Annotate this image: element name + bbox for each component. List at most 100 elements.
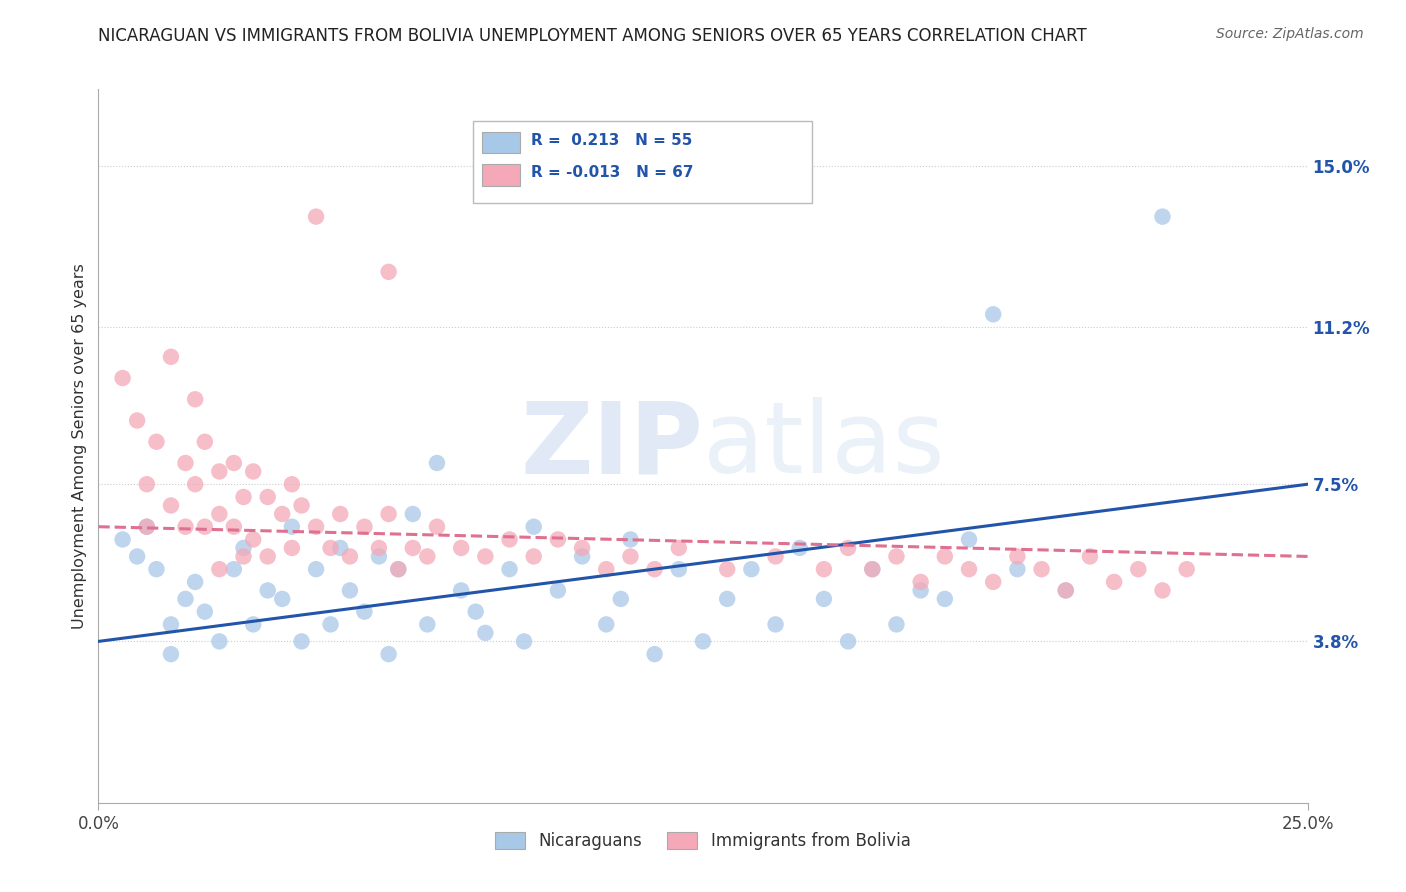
Point (644, 647, 666, 661)
Point (111, 371, 134, 385)
Legend: Nicaraguans, Immigrants from Bolivia: Nicaraguans, Immigrants from Bolivia (486, 824, 920, 859)
Point (127, 413, 149, 427)
Point (377, 647, 399, 661)
Point (740, 562, 762, 576)
Point (305, 210, 328, 224)
Point (256, 549, 278, 564)
Point (886, 549, 908, 564)
Point (813, 562, 835, 576)
Point (339, 549, 361, 564)
Y-axis label: Unemployment Among Seniors over 65 years: Unemployment Among Seniors over 65 years (72, 263, 87, 629)
Point (571, 549, 593, 564)
Point (174, 456, 197, 470)
Point (208, 507, 231, 521)
Point (145, 434, 167, 449)
Point (981, 574, 1004, 589)
Point (450, 541, 472, 555)
Point (547, 533, 569, 547)
Point (208, 465, 231, 479)
Point (127, 549, 149, 564)
Point (184, 574, 207, 589)
Point (668, 562, 690, 576)
Point (957, 533, 980, 547)
Point (1054, 583, 1077, 598)
Point (644, 562, 666, 576)
Point (416, 617, 439, 632)
Point (329, 541, 352, 555)
Point (242, 617, 264, 632)
Point (402, 541, 425, 555)
Point (523, 549, 546, 564)
Point (232, 541, 254, 555)
Text: Source: ZipAtlas.com: Source: ZipAtlas.com (1216, 27, 1364, 41)
Point (610, 591, 633, 606)
Point (160, 350, 183, 364)
Point (474, 626, 496, 640)
Point (256, 490, 278, 504)
Point (194, 605, 217, 619)
Point (498, 562, 520, 576)
Point (222, 562, 245, 576)
Text: atlas: atlas (703, 398, 945, 494)
Point (1152, 210, 1174, 224)
Point (271, 591, 294, 606)
FancyBboxPatch shape (474, 121, 811, 203)
Point (547, 583, 569, 598)
Point (145, 562, 167, 576)
Point (256, 583, 278, 598)
Point (1007, 549, 1029, 564)
Point (910, 583, 932, 598)
Point (160, 499, 183, 513)
Point (571, 541, 593, 555)
Point (934, 549, 956, 564)
Point (692, 634, 714, 648)
Point (595, 562, 617, 576)
Point (281, 541, 304, 555)
Point (387, 562, 409, 576)
Point (242, 533, 264, 547)
Point (242, 465, 264, 479)
Point (1078, 549, 1101, 564)
Point (837, 541, 859, 555)
Point (716, 591, 738, 606)
Point (934, 591, 956, 606)
Point (135, 519, 157, 533)
Point (765, 617, 787, 632)
Point (416, 549, 439, 564)
Text: R = -0.013   N = 67: R = -0.013 N = 67 (531, 165, 693, 180)
Point (271, 507, 294, 521)
Point (319, 617, 342, 632)
Point (208, 562, 231, 576)
Point (426, 519, 449, 533)
Point (910, 574, 932, 589)
Point (135, 477, 157, 491)
Point (387, 562, 409, 576)
Point (837, 634, 859, 648)
Point (1007, 562, 1029, 576)
Point (377, 507, 399, 521)
Point (329, 507, 352, 521)
Point (281, 519, 304, 533)
Point (377, 265, 399, 279)
Point (498, 533, 520, 547)
Point (981, 307, 1004, 321)
Point (402, 507, 425, 521)
Point (353, 605, 375, 619)
Point (305, 519, 328, 533)
Point (368, 549, 391, 564)
Point (232, 490, 254, 504)
Point (1031, 562, 1053, 576)
Point (765, 549, 787, 564)
Point (789, 541, 811, 555)
Point (135, 519, 157, 533)
Text: R =  0.213   N = 55: R = 0.213 N = 55 (531, 133, 693, 148)
Point (1054, 583, 1077, 598)
Text: NICARAGUAN VS IMMIGRANTS FROM BOLIVIA UNEMPLOYMENT AMONG SENIORS OVER 65 YEARS C: NICARAGUAN VS IMMIGRANTS FROM BOLIVIA UN… (98, 27, 1087, 45)
Point (368, 541, 391, 555)
Point (513, 634, 536, 648)
Point (1102, 574, 1125, 589)
Point (222, 456, 245, 470)
Point (290, 634, 312, 648)
Point (353, 519, 375, 533)
Point (319, 541, 342, 555)
